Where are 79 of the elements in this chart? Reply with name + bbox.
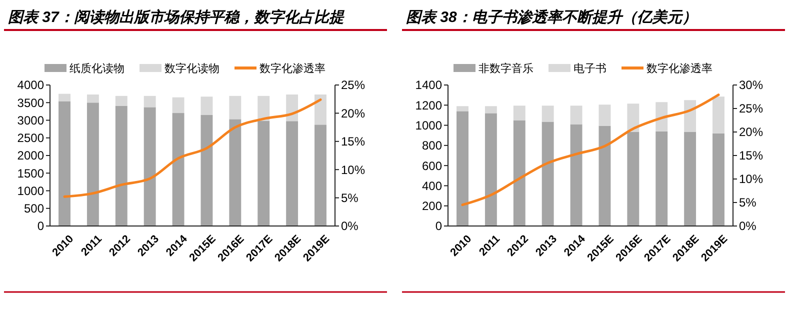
bar — [598, 104, 611, 126]
bar — [456, 111, 468, 226]
chart-title: 图表 37：阅读物出版市场保持平稳，数字化占比提 — [8, 8, 345, 26]
y-tick-label: 200 — [422, 199, 442, 214]
bar — [684, 132, 696, 226]
y-tick-label: 3500 — [17, 96, 44, 110]
y-tick-label: 2000 — [17, 148, 44, 163]
bar — [144, 107, 156, 226]
line-series — [63, 98, 322, 198]
bar — [286, 94, 298, 122]
legend-label: 数字化渗透率 — [646, 62, 712, 75]
y2-tick-label: 0% — [341, 219, 359, 234]
bar — [542, 106, 554, 122]
legend-label: 电子书 — [574, 62, 606, 75]
bar — [314, 94, 326, 125]
bar — [58, 94, 70, 102]
bar — [598, 126, 611, 226]
y2-tick-label: 5% — [341, 191, 359, 205]
bar — [712, 133, 724, 226]
bar — [570, 124, 582, 226]
legend-label: 数字化渗透率 — [260, 62, 326, 75]
bar — [58, 101, 70, 226]
y-tick-label: 800 — [422, 138, 442, 153]
y-tick-label: 1400 — [415, 78, 442, 92]
bar — [86, 102, 99, 226]
y-tick-label: 4000 — [17, 78, 44, 92]
bar — [172, 97, 184, 114]
y2-tick-label: 5% — [739, 196, 757, 210]
y-tick-label: 1000 — [17, 184, 44, 198]
y-tick-label: 1200 — [415, 98, 442, 112]
y2-tick-label: 10% — [739, 172, 764, 186]
bar — [542, 122, 554, 226]
bar — [115, 96, 128, 106]
bar — [144, 96, 156, 108]
bar — [314, 124, 326, 226]
bar — [570, 106, 582, 124]
bar — [627, 104, 640, 132]
y-tick-label: 1000 — [415, 118, 442, 132]
bar — [115, 106, 128, 226]
bar — [513, 120, 526, 226]
chart-title: 图表 38：电子书渗透率不断提升（亿美元） — [406, 8, 697, 26]
y-tick-label: 0 — [37, 219, 44, 234]
legend-label: 非数字音乐 — [478, 62, 534, 75]
y2-tick-label: 0% — [739, 219, 757, 234]
bar — [286, 121, 298, 226]
bar — [229, 96, 242, 120]
y-tick-label: 2500 — [17, 131, 44, 146]
y-tick-label: 400 — [422, 178, 442, 193]
bar — [229, 119, 242, 226]
bar — [200, 96, 213, 115]
y-tick-label: 3000 — [17, 113, 44, 128]
bar — [656, 131, 668, 226]
legend-label: 数字化读物 — [164, 62, 220, 75]
y2-tick-label: 10% — [341, 162, 366, 177]
line-series — [461, 94, 720, 206]
y-tick-label: 1500 — [17, 166, 44, 180]
bar — [200, 114, 213, 226]
bar — [172, 113, 184, 226]
bar — [484, 106, 497, 114]
bar — [656, 102, 668, 132]
legend-label: 纸质化读物 — [70, 62, 124, 75]
y-tick-label: 0 — [435, 219, 442, 234]
y2-tick-label: 15% — [739, 148, 764, 163]
bar — [456, 106, 468, 112]
bar — [712, 96, 724, 134]
bar — [513, 106, 526, 120]
y2-tick-label: 25% — [341, 78, 366, 92]
y2-tick-label: 20% — [739, 125, 764, 140]
bar — [684, 100, 696, 132]
bar — [86, 94, 99, 103]
y-tick-label: 600 — [422, 158, 442, 173]
y2-tick-label: 15% — [341, 134, 366, 149]
y2-tick-label: 25% — [739, 102, 764, 116]
bar — [627, 132, 640, 226]
bar — [258, 120, 270, 226]
y2-tick-label: 20% — [341, 106, 366, 120]
bar — [484, 113, 497, 226]
y-tick-label: 500 — [24, 202, 44, 216]
y2-tick-label: 30% — [739, 78, 764, 92]
